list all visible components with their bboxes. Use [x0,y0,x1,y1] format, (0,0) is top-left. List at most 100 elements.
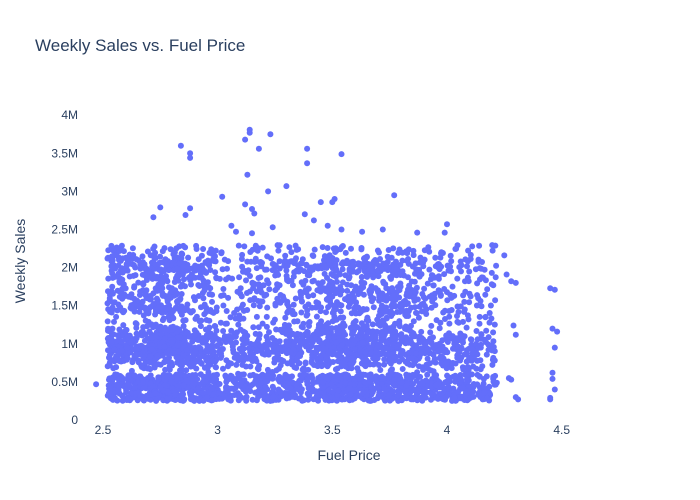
scatter-point [269,369,276,375]
scatter-point [551,286,558,293]
scatter-point [403,257,410,264]
scatter-point [384,258,391,265]
scatter-point [267,131,274,138]
scatter-point [189,372,196,379]
scatter-point [276,242,283,249]
scatter-point [291,339,298,346]
scatter-point [162,256,169,263]
scatter-point [319,384,326,391]
scatter-point [390,245,397,252]
scatter-point [115,270,122,277]
scatter-point [394,372,400,378]
y-tick-label: 2M [61,261,78,275]
scatter-point [209,333,216,340]
scatter-point [117,244,124,251]
scatter-point [443,360,450,367]
scatter-point [152,261,158,268]
scatter-point [205,372,212,378]
scatter-point [125,395,132,401]
scatter-point [340,314,347,321]
scatter-point [161,343,168,350]
scatter-point [150,214,157,221]
scatter-point [486,383,493,390]
scatter-point [358,330,365,336]
scatter-point [253,265,260,272]
scatter-point [225,294,232,301]
scatter-point [107,394,114,401]
scatter-point [274,284,281,291]
scatter-point [334,352,340,358]
scatter-point [137,288,144,295]
scatter-point [481,389,488,396]
scatter-point [508,278,515,285]
scatter-point [228,222,235,229]
scatter-point [175,334,182,341]
scatter-point [152,249,159,256]
scatter-point [292,242,299,249]
scatter-point [402,323,409,330]
scatter-point [335,329,342,336]
scatter-point [263,266,270,273]
scatter-point [108,309,115,316]
scatter-point [313,313,320,320]
scatter-point [164,296,171,303]
scatter-point [264,366,271,373]
scatter-point [379,226,386,233]
scatter-point [298,309,305,316]
scatter-point [313,349,320,356]
scatter-point [486,310,493,316]
scatter-point [461,306,468,313]
scatter-point [445,378,452,385]
scatter-point [305,366,312,373]
scatter-point [139,253,146,260]
scatter-point [486,319,493,326]
scatter-point [476,242,483,249]
scatter-point [158,327,165,334]
scatter-point [160,315,167,322]
scatter-point [292,295,299,302]
scatter-point [208,246,215,253]
scatter-point [446,308,453,314]
scatter-point [374,384,381,391]
scatter-point [239,263,246,270]
scatter-point [255,389,262,396]
y-tick-label: 0.5M [51,375,78,389]
scatter-point [125,375,131,381]
scatter-point [503,271,510,278]
scatter-point [466,299,473,306]
scatter-point [263,378,270,385]
scatter-point [131,346,138,353]
scatter-point [158,331,165,338]
scatter-point [430,351,436,358]
scatter-point [271,355,278,362]
scatter-point [167,246,174,253]
scatter-point [195,385,202,392]
scatter-point [489,347,495,354]
scatter-point [462,256,469,263]
scatter-point [318,363,325,370]
scatter-point [461,298,468,305]
y-tick-label: 3M [61,184,78,198]
scatter-point [155,375,162,382]
scatter-point [197,345,204,352]
scatter-point [489,361,496,368]
scatter-point [296,351,303,358]
scatter-point [290,390,297,397]
scatter-point [223,384,229,391]
scatter-point [186,333,193,340]
scatter-point [309,252,316,259]
scatter-point [345,303,352,310]
scatter-point [129,359,136,366]
scatter-point [512,331,519,338]
scatter-point [216,389,223,396]
scatter-point [463,324,470,331]
scatter-point [450,385,457,392]
scatter-point [176,372,183,378]
scatter-point [461,351,468,358]
scatter-point [296,387,303,394]
scatter-point [247,363,254,370]
scatter-point [336,301,343,308]
scatter-point [150,301,157,307]
scatter-point [460,366,467,373]
scatter-point [270,393,277,400]
